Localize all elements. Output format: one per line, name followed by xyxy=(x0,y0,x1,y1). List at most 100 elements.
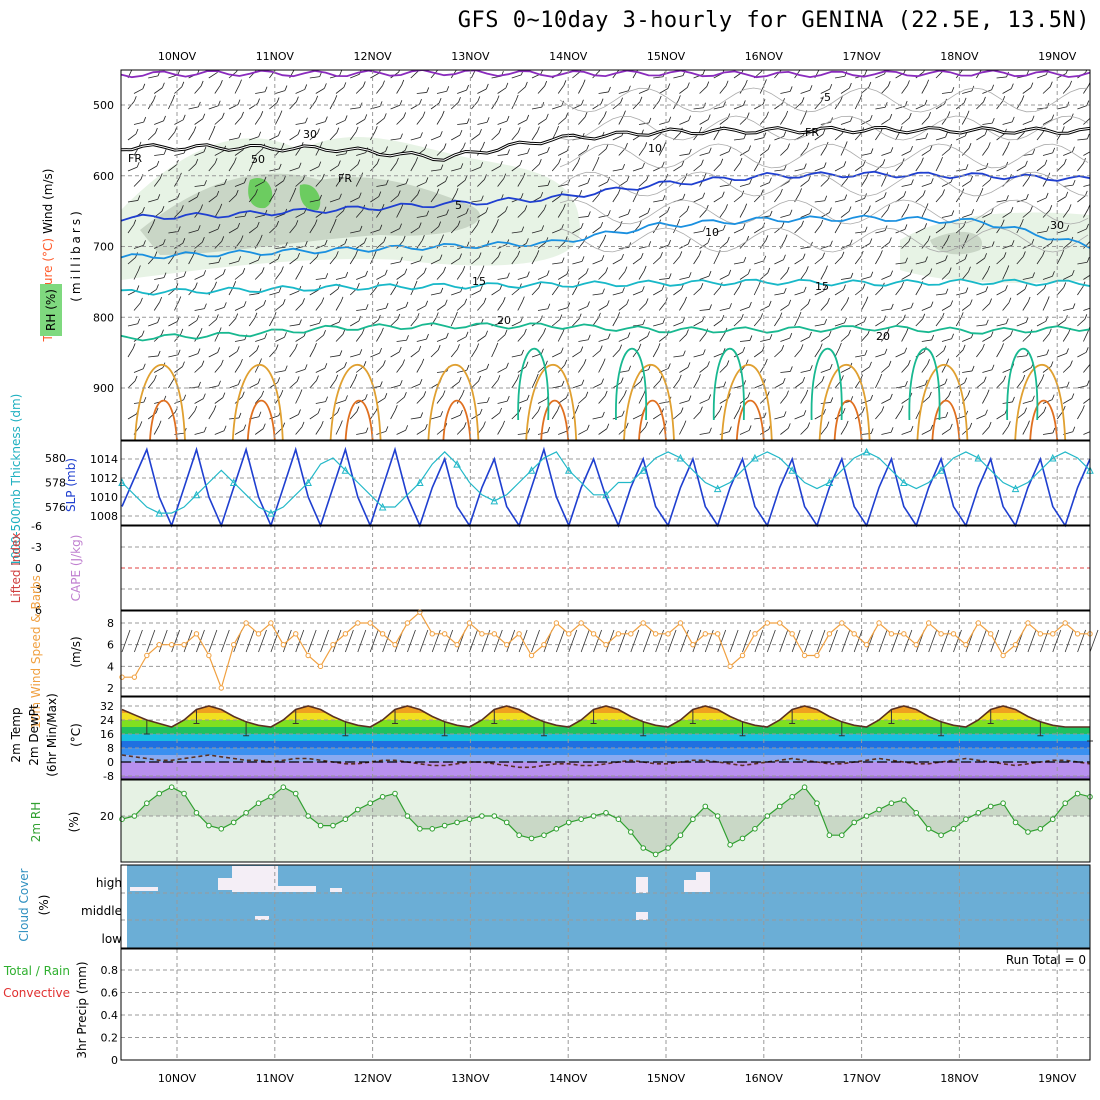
wind-barb xyxy=(875,320,885,327)
wind-barb-flag xyxy=(218,327,222,333)
wind-barb xyxy=(1022,120,1033,125)
wind-barb-flag xyxy=(602,411,605,418)
wind-barb-flag xyxy=(923,70,925,72)
wind-barb xyxy=(537,275,548,280)
wind-barb-flag xyxy=(218,257,222,263)
temp-band xyxy=(121,727,1090,734)
wind-speed-point xyxy=(764,620,771,626)
temp-contour-30 xyxy=(1029,399,1059,440)
wind-barb-flag xyxy=(394,405,398,411)
wind-barb xyxy=(430,415,441,420)
wind-barb xyxy=(713,352,724,358)
wind-barb-flag xyxy=(763,412,767,418)
wind-barb-flag xyxy=(133,219,137,225)
wind-barb-flag xyxy=(214,281,217,287)
wind-barb-flag xyxy=(971,209,975,215)
wind-barb xyxy=(430,317,437,327)
wind-barb-flag xyxy=(758,157,762,163)
wind-barb xyxy=(935,317,943,327)
wind-barb-flag xyxy=(809,208,813,214)
wind-barb xyxy=(335,366,345,373)
wind-barb-flag xyxy=(415,157,419,163)
pressure-tick-label: 500 xyxy=(93,99,114,112)
thickness-point xyxy=(937,466,945,474)
wind-barb-flag xyxy=(1063,282,1067,288)
wind-speed-point xyxy=(851,631,857,637)
wind-barb xyxy=(834,224,841,234)
wind-barb xyxy=(194,274,204,280)
wind-barb-flag xyxy=(1066,381,1070,387)
wind-barb xyxy=(1042,333,1050,342)
wind-barb-flag xyxy=(405,178,409,184)
wind-barb xyxy=(733,410,740,420)
wind-barb xyxy=(895,385,906,389)
temp2m-frame xyxy=(120,696,1091,780)
wind-barb xyxy=(855,354,866,358)
wind-barb xyxy=(976,257,985,265)
wind-barb-flag xyxy=(536,250,540,256)
wind-barb-flag xyxy=(783,131,787,137)
wind-barb xyxy=(350,107,361,110)
wind-barb xyxy=(269,168,280,172)
wind-barb-flag xyxy=(944,378,948,384)
wind-barb-flag xyxy=(964,377,968,383)
wind-barb-flag xyxy=(1093,426,1095,431)
wind-barb-flag xyxy=(235,189,239,196)
wind-barb xyxy=(451,168,461,172)
wind-barb-flag xyxy=(237,222,241,229)
wind-barb-flag xyxy=(446,209,449,215)
wind-barb xyxy=(1062,85,1070,94)
cloud-block xyxy=(232,866,278,892)
wind-barb xyxy=(935,194,943,203)
wind-barb-flag xyxy=(904,224,908,230)
wind-barb-flag xyxy=(769,177,772,183)
wind-barb xyxy=(275,213,285,218)
wind-barb xyxy=(962,337,972,342)
wind-barb-flag xyxy=(642,162,645,169)
wind-barb xyxy=(592,416,603,420)
wind-barb-flag xyxy=(561,380,565,387)
wind-barb-flag xyxy=(323,206,327,212)
wind-barb xyxy=(699,399,709,404)
wind-barb xyxy=(208,162,216,172)
wind-barb xyxy=(168,321,178,327)
isotherm-label: 15 xyxy=(472,275,486,288)
wind-barb-flag xyxy=(991,207,994,214)
wind-barb-flag xyxy=(926,79,930,85)
wind-barb-flag xyxy=(174,127,178,133)
wind-barb xyxy=(820,212,830,218)
wind-barb xyxy=(921,149,931,156)
wind-barb xyxy=(147,223,154,234)
wind-barb-flag xyxy=(546,270,550,276)
wind-barb-flag xyxy=(963,97,967,103)
rh2m-point xyxy=(181,790,187,797)
wind-barb xyxy=(335,334,344,342)
wind-barb-flag xyxy=(139,421,143,427)
wind-barb xyxy=(497,154,508,156)
wind-barb-flag xyxy=(624,266,628,272)
wind-barb xyxy=(733,261,744,265)
wind-barb xyxy=(881,431,892,435)
wind-barb-flag xyxy=(965,164,969,170)
rh2m-point xyxy=(156,790,163,797)
wind-barb xyxy=(780,148,788,156)
wind-barb-flag xyxy=(557,405,560,411)
wind-barb xyxy=(275,90,286,94)
wind-barb-flag xyxy=(496,219,499,225)
wind-barb-flag xyxy=(1071,269,1075,276)
wind-barb-flag xyxy=(904,347,908,353)
wind-barb xyxy=(410,417,421,420)
wind-barb-flag xyxy=(560,347,564,353)
wind-barb xyxy=(471,133,480,141)
wind-barb xyxy=(1042,152,1053,156)
wind-barb-flag xyxy=(1005,161,1009,168)
rh2m-frame xyxy=(120,779,1091,863)
wind-barb-flag xyxy=(507,149,510,155)
wind-barb xyxy=(955,317,962,327)
wind-speed-point xyxy=(131,674,138,680)
wind-barb-flag xyxy=(459,130,463,136)
wind-barb-flag xyxy=(324,239,328,246)
wind-barb-flag xyxy=(460,163,464,169)
wind-barb-flag xyxy=(284,365,288,371)
wind-barb-flag xyxy=(463,422,467,428)
